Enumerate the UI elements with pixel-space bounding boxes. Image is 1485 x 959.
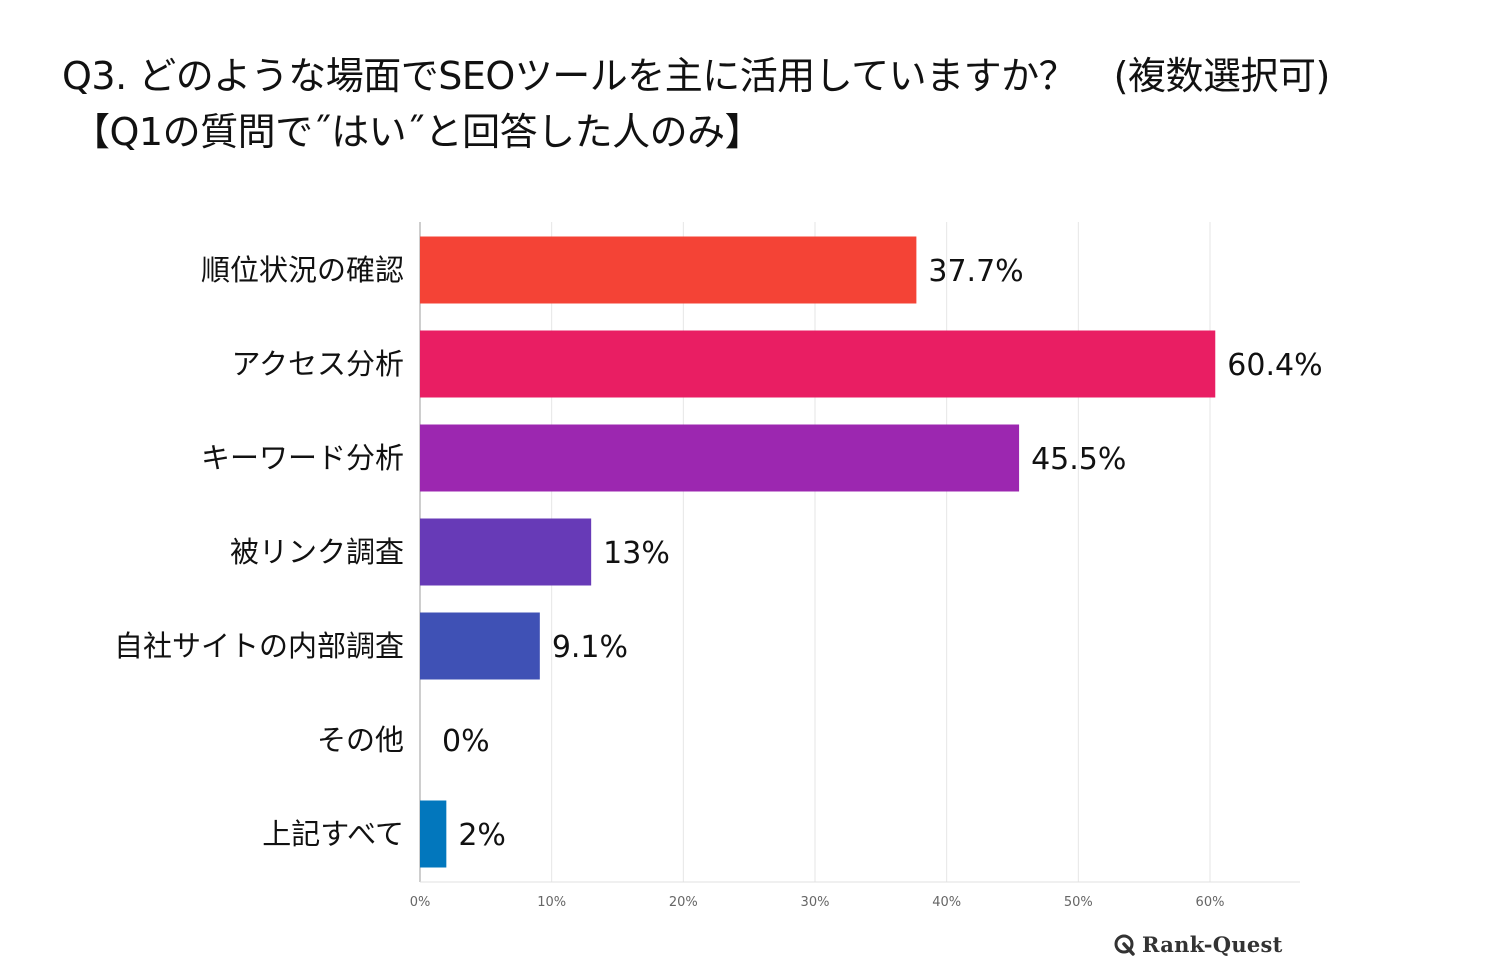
- x-tick-label: 10%: [537, 895, 566, 910]
- logo-text: Rank-Quest: [1142, 931, 1283, 957]
- category-label: 上記すべて: [262, 817, 404, 851]
- bars: [420, 236, 1216, 868]
- labels: 順位状況の確認 37.7% アクセス分析 60.4% キーワード分析 45.5% 被リンク調…: [114, 253, 1323, 853]
- category-label: 自社サイトの内部調査: [114, 629, 404, 663]
- x-tick-label: 60%: [1196, 895, 1225, 910]
- bar: [420, 800, 447, 868]
- x-tick-label: 20%: [669, 895, 698, 910]
- value-label: 45.5%: [1031, 442, 1126, 477]
- value-label: 9.1%: [552, 630, 628, 665]
- x-tick-label: 0%: [410, 895, 431, 910]
- rank-quest-logo-icon: [1114, 934, 1135, 956]
- x-axis-ticks: 0% 10% 20% 30% 40% 50% 60%: [410, 895, 1225, 910]
- value-label: 13%: [603, 536, 670, 571]
- chart-title: Q3. どのような場面でSEOツールを主に活用していますか？ (複数選択可): [62, 54, 1330, 98]
- value-label: 0%: [442, 724, 490, 759]
- bar: [420, 236, 917, 304]
- bar: [420, 330, 1216, 398]
- bar: [420, 518, 592, 586]
- rank-quest-logo: Rank-Quest: [1112, 930, 1283, 958]
- bar: [420, 424, 1020, 492]
- value-label: 2%: [458, 818, 506, 853]
- x-tick-label: 30%: [801, 895, 830, 910]
- x-tick-label: 40%: [932, 895, 961, 910]
- category-label: アクセス分析: [231, 347, 404, 381]
- category-label: 順位状況の確認: [201, 253, 404, 287]
- chart-subtitle: 【Q1の質問で˝はい˝と回答した人のみ】: [72, 110, 763, 154]
- value-label: 60.4%: [1227, 348, 1322, 383]
- category-label: キーワード分析: [201, 441, 404, 475]
- x-tick-label: 50%: [1064, 895, 1093, 910]
- bar: [420, 612, 540, 680]
- category-label: その他: [317, 723, 404, 757]
- value-label: 37.7%: [928, 254, 1023, 289]
- category-label: 被リンク調査: [230, 535, 404, 569]
